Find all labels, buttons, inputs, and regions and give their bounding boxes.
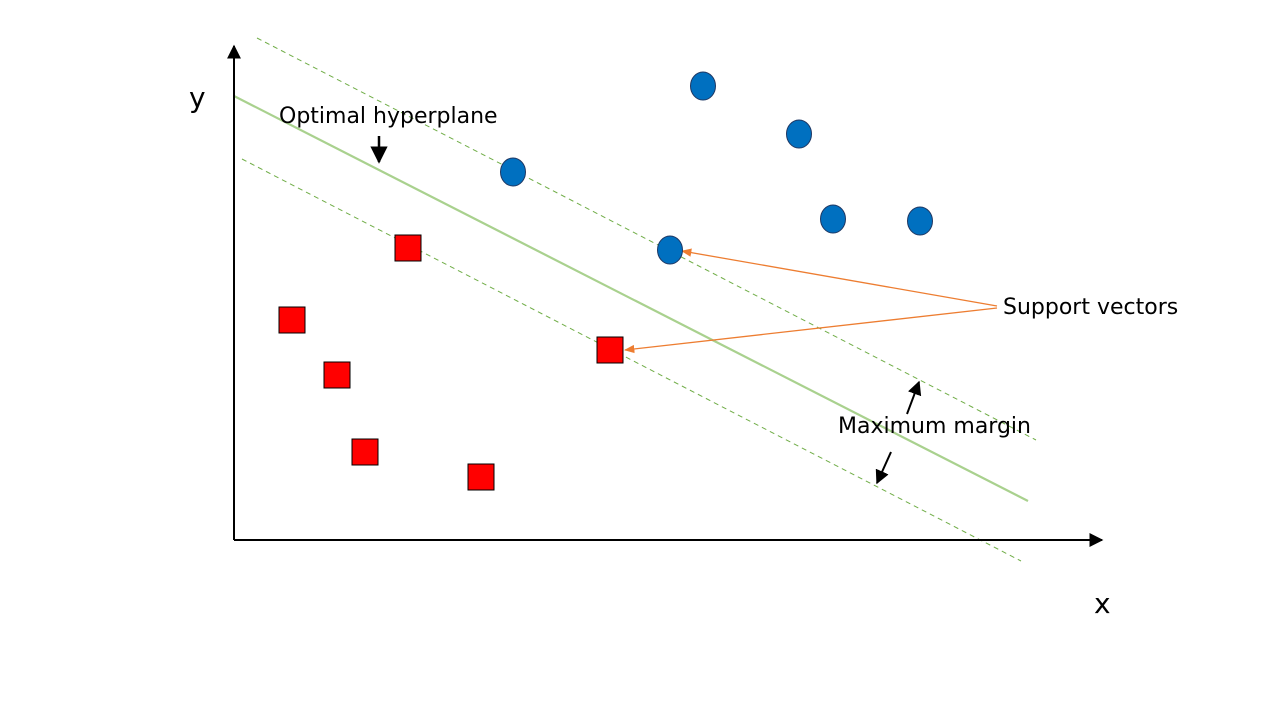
positive-class-point	[786, 119, 812, 149]
maximum-margin-label: Maximum margin	[838, 414, 1031, 439]
support-vectors-label: Support vectors	[1003, 295, 1178, 320]
negative-class-point	[394, 234, 422, 262]
negative-class-point	[278, 306, 306, 334]
optimal-hyperplane-line	[233, 95, 1029, 502]
negative-class-points	[278, 234, 624, 491]
y-axis-label: y	[189, 81, 206, 114]
positive-class-point	[500, 157, 526, 187]
x-axis-label: x	[1094, 587, 1111, 620]
positive-class-point	[820, 204, 846, 234]
negative-class-point	[323, 361, 351, 389]
positive-class-point	[690, 71, 716, 101]
upper-margin-line	[256, 37, 1037, 441]
support-vector-arrow-circle	[680, 248, 998, 307]
support-vector-arrow-square	[623, 307, 998, 354]
negative-class-point	[596, 336, 624, 364]
positive-class-points	[500, 71, 933, 265]
negative-class-point	[351, 438, 379, 466]
margin-arrow-up	[906, 380, 922, 415]
positive-class-point	[907, 206, 933, 236]
positive-class-point	[657, 235, 683, 265]
negative-class-point	[467, 463, 495, 491]
margin-arrow-down	[875, 451, 892, 485]
lower-margin-line	[241, 158, 1022, 562]
optimal-hyperplane-label: Optimal hyperplane	[279, 104, 498, 129]
